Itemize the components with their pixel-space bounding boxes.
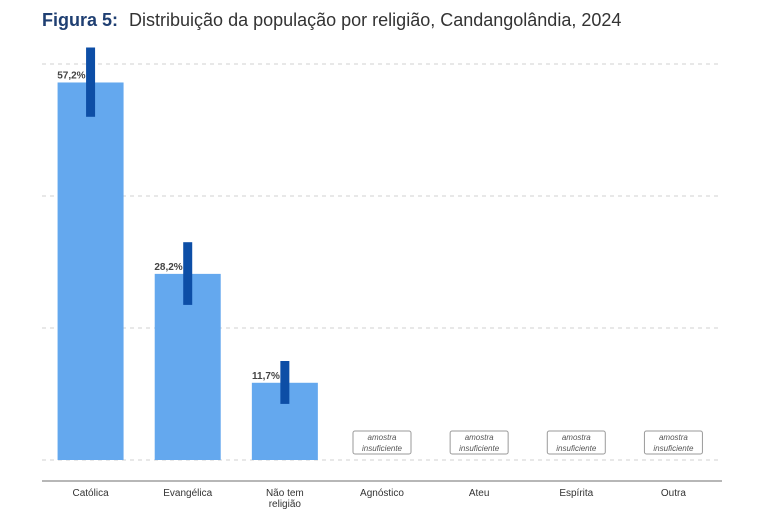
insufficient-sample-note: amostra: [659, 433, 688, 442]
data-label: 28,2%: [154, 262, 182, 273]
chart-title: Figura 5: Distribuição da população por …: [42, 10, 621, 31]
insufficient-sample-box: [352, 430, 412, 455]
x-tick-label: Agnóstico: [360, 488, 404, 499]
x-tick-label: Evangélica: [163, 488, 212, 499]
error-bar: [183, 242, 193, 305]
error-bar: [86, 47, 96, 117]
insufficient-sample-note: amostra: [465, 433, 494, 442]
insufficient-sample-note: insuficiente: [653, 444, 694, 453]
insufficient-sample-note: insuficiente: [459, 444, 500, 453]
figure-label: Figura 5:: [42, 10, 119, 30]
x-tick-label: Espírita: [559, 488, 593, 499]
insufficient-sample-box: [449, 430, 509, 455]
x-tick-label: Católica: [73, 488, 110, 499]
insufficient-sample-note: amostra: [368, 433, 397, 442]
x-tick-label: Não tem: [266, 488, 304, 499]
title-text: Distribuição da população por religião, …: [129, 10, 622, 30]
insufficient-sample-box: [643, 430, 703, 455]
error-bar: [280, 361, 290, 404]
insufficient-sample-note: amostra: [562, 433, 591, 442]
insufficient-sample-box: [546, 430, 606, 455]
bar: [57, 82, 124, 460]
x-tick-label: Outra: [661, 488, 686, 499]
insufficient-sample-note: insuficiente: [556, 444, 597, 453]
x-tick-label: Ateu: [469, 488, 490, 499]
data-label: 11,7%: [252, 371, 280, 382]
data-label: 57,2%: [57, 70, 85, 81]
x-tick-label: religião: [269, 499, 302, 510]
insufficient-sample-note: insuficiente: [362, 444, 403, 453]
